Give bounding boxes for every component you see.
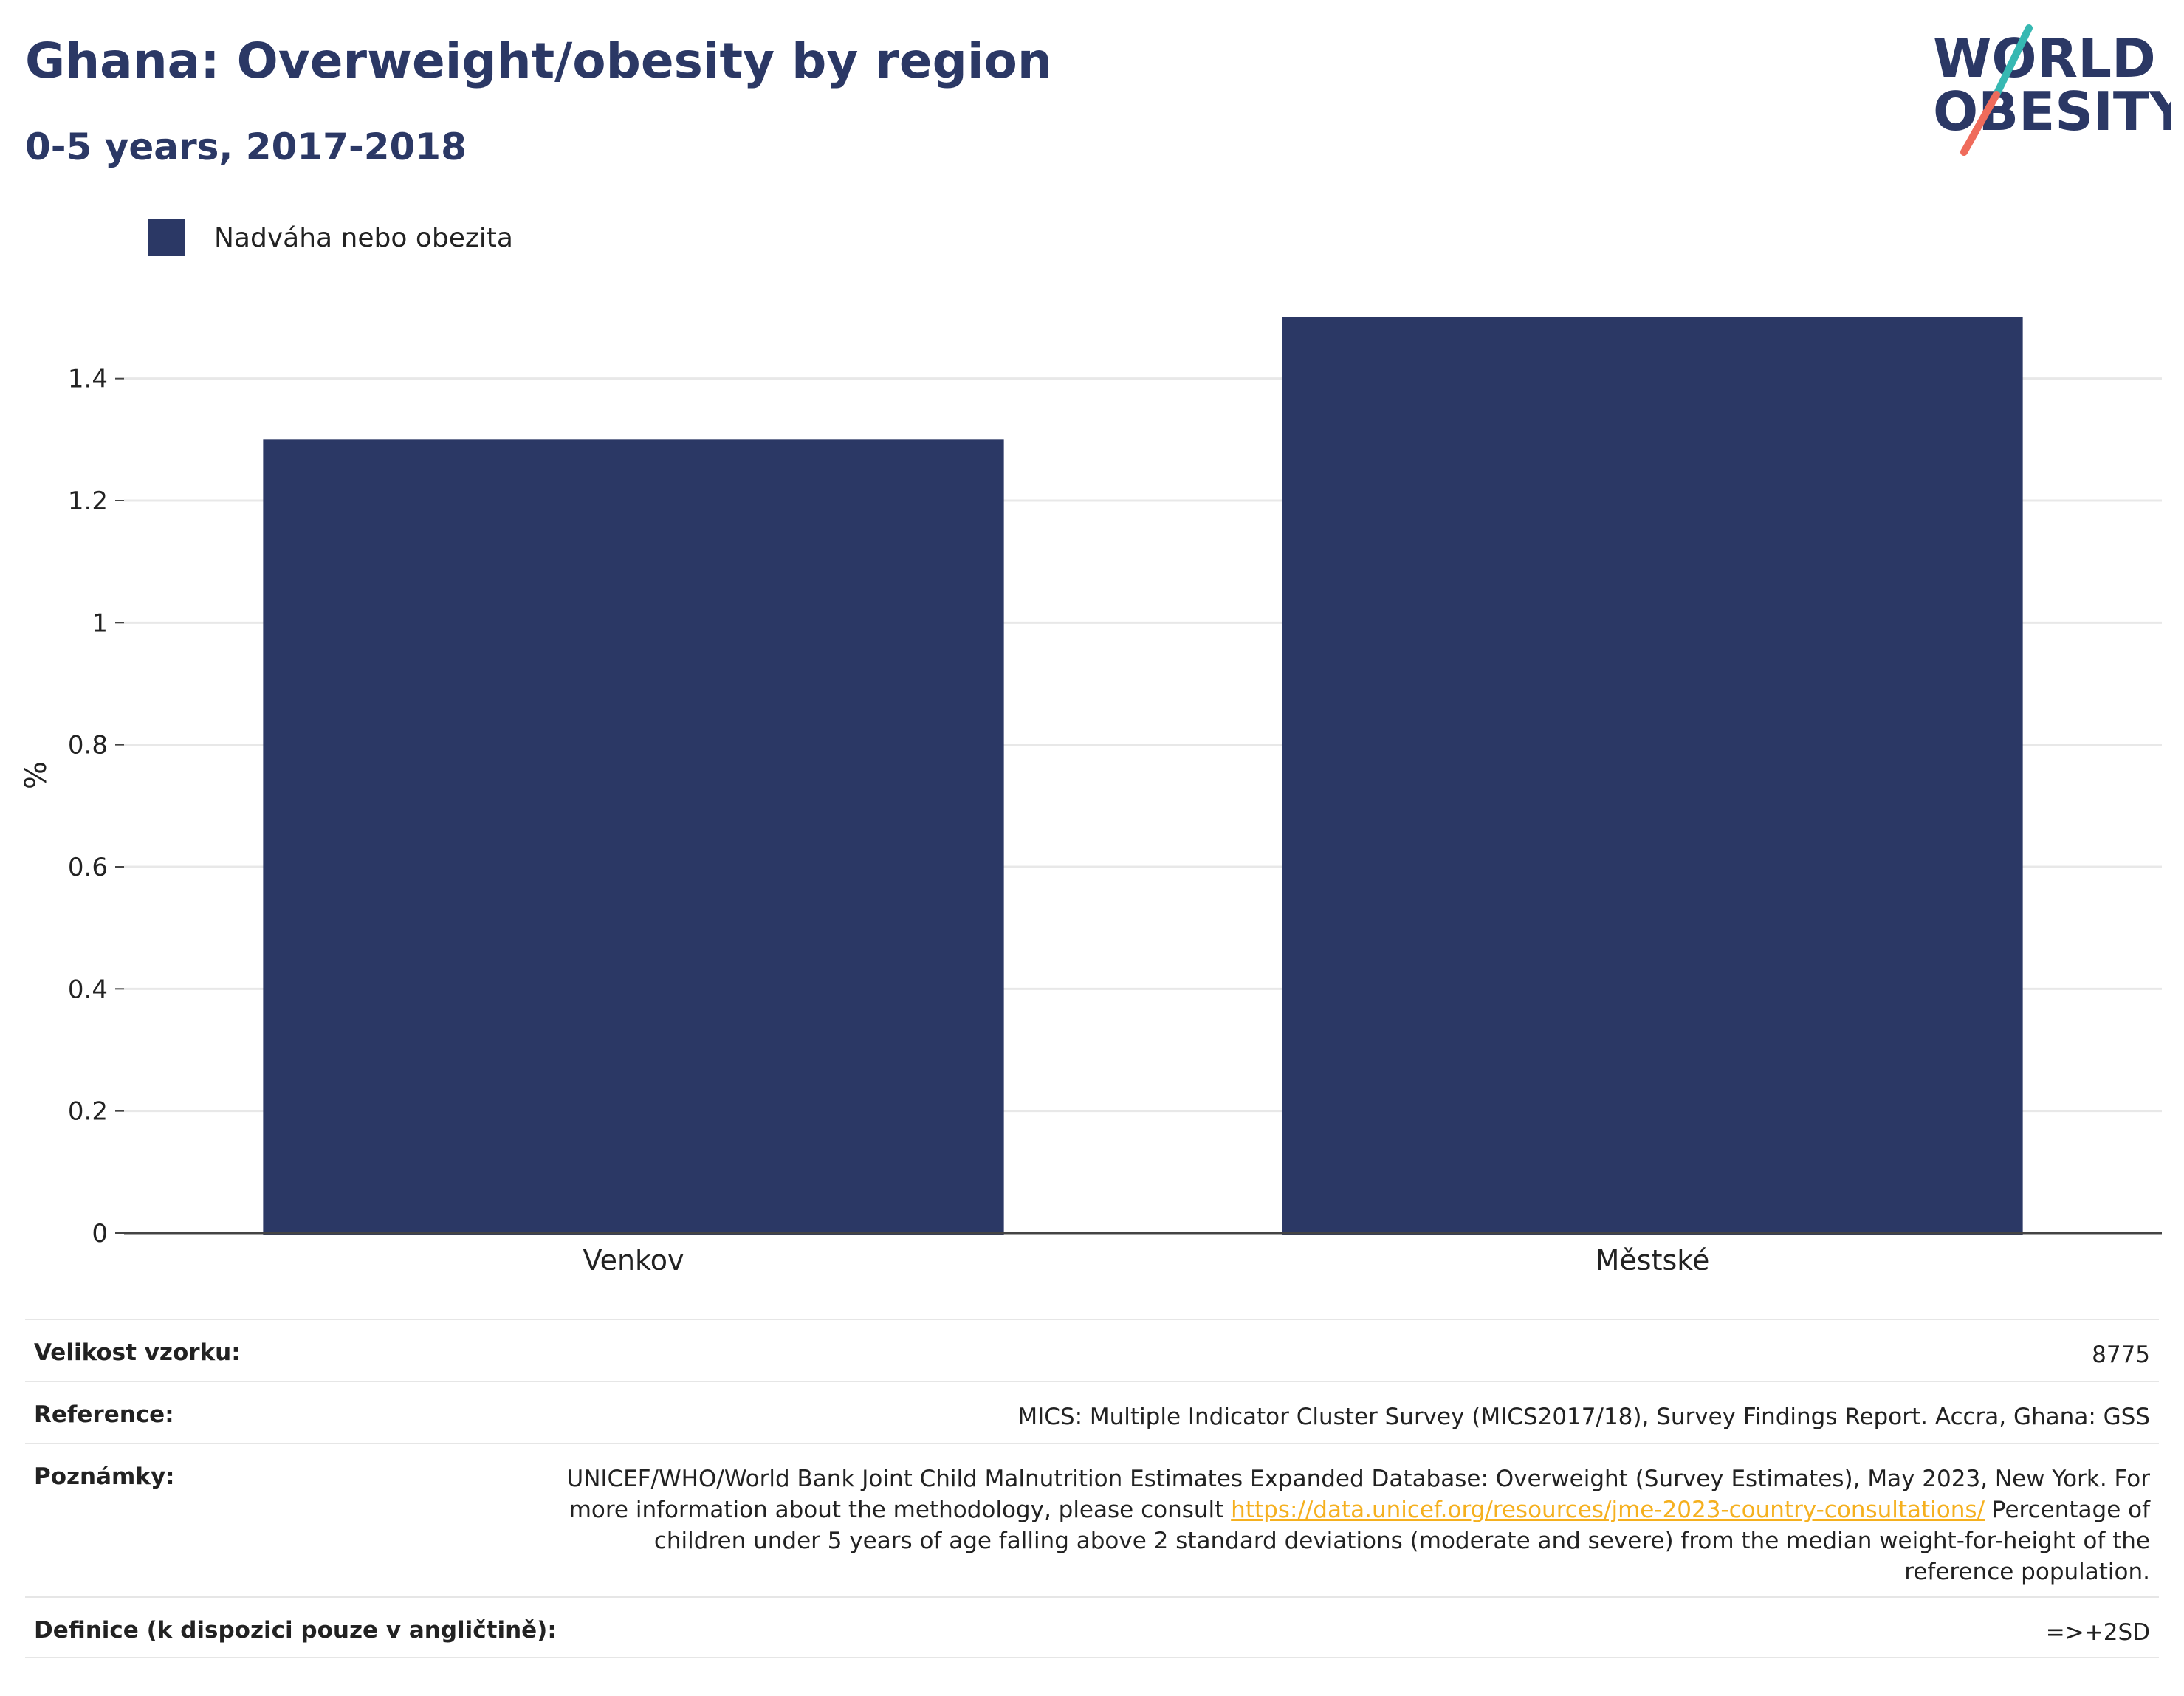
notes-row: Poznámky: UNICEF/WHO/World Bank Joint Ch… [25,1443,2159,1596]
definition-label: Definice (k dispozici pouze v angličtině… [34,1617,557,1644]
y-tick-label: 0.2 [68,1097,108,1127]
sample-size-value: 8775 [2092,1342,2150,1368]
y-tick-label: 1.2 [68,487,108,516]
notes-text-1: UNICEF/WHO/World Bank Joint Child Malnut… [566,1466,2151,1523]
bar-2 [1282,317,2023,1235]
y-tick-label: 0 [92,1219,108,1249]
y-tick-label: 1.4 [68,365,108,394]
y-tick-label: 0.8 [68,731,108,761]
reference-label: Reference: [34,1401,174,1428]
notes-text-2: Percentage of children under 5 years of … [653,1497,2150,1585]
legend-swatch [148,219,185,256]
definition-value: =>+2SD [2045,1619,2150,1646]
sample-size-row: Velikost vzorku: 8775 [25,1319,2159,1381]
methodology-link[interactable]: https://data.unicef.org/resources/jme-20… [1231,1497,1985,1523]
logo-slash-teal [1993,24,2033,98]
x-category-label: Venkov [583,1244,684,1270]
logo-word-obesity: OBESITY [1933,80,2171,143]
bar-1 [263,439,1004,1235]
chart-legend: Nadváha nebo obezita [148,219,513,257]
chart-subtitle: 0-5 years, 2017-2018 [25,126,467,168]
reference-row: Reference: MICS: Multiple Indicator Clus… [25,1381,2159,1443]
y-tick-label: 1 [92,608,108,638]
y-axis-title: % [19,761,53,789]
definition-row: Definice (k dispozici pouze v angličtině… [25,1596,2159,1658]
sample-size-label: Velikost vzorku: [34,1339,241,1366]
y-tick-label: 0.4 [68,975,108,1004]
reference-value: MICS: Multiple Indicator Cluster Survey … [1017,1404,2150,1430]
notes-label: Poznámky: [34,1463,175,1490]
logo-slash-coral [1960,91,2000,156]
chart-info-table: Velikost vzorku: 8775 Reference: MICS: M… [25,1319,2159,1658]
logo-word-world: WORLD [1933,27,2156,89]
chart-title: Ghana: Overweight/obesity by region [25,32,1052,89]
world-obesity-logo: WORLD OBESITY [1933,24,2171,156]
notes-value: UNICEF/WHO/World Bank Joint Child Malnut… [563,1463,2151,1587]
legend-label: Nadváha nebo obezita [214,222,513,253]
x-category-label: Městské [1596,1244,1710,1270]
bar-chart: 0 0.2 0.4 0.6 0.8 1 1.2 1.4% Venkov Městské [19,317,2162,1270]
y-tick-label: 0.6 [68,853,108,882]
